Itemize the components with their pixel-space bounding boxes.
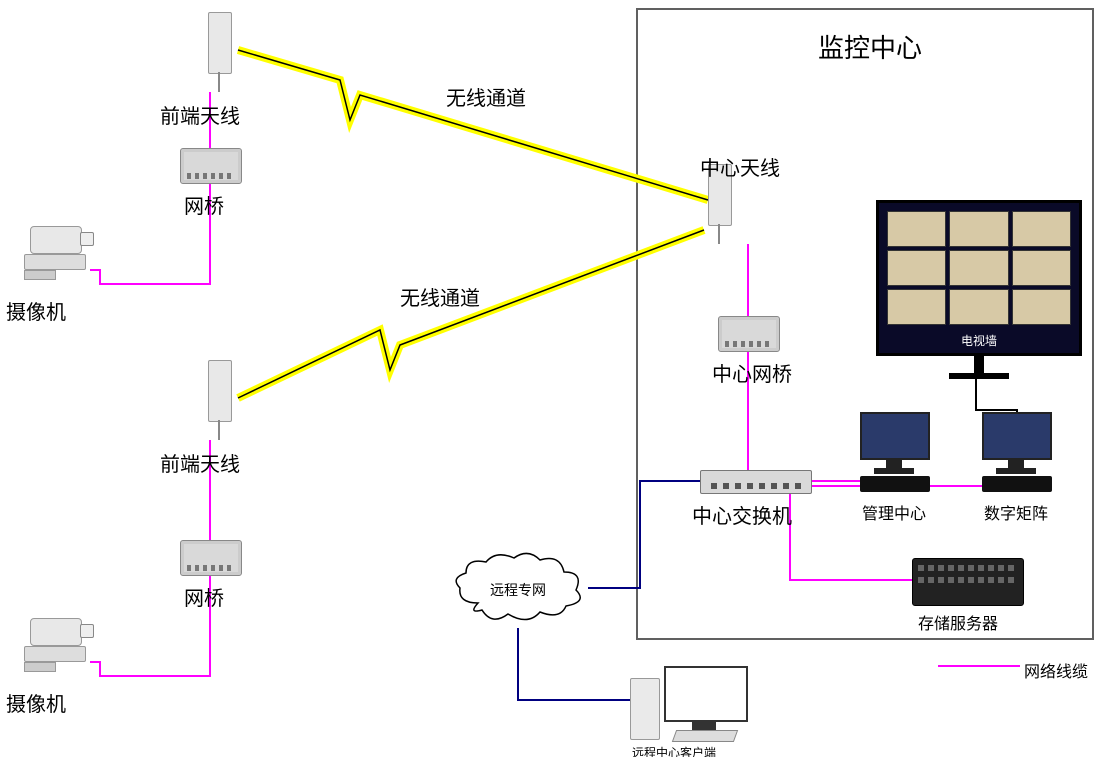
antenna-c-label: 中心天线: [700, 152, 780, 181]
remote-client-label: 远程中心客户端: [632, 744, 716, 757]
camera1-label: 摄像机: [6, 296, 66, 325]
bridge-icon: [180, 540, 242, 576]
switch-icon: [700, 470, 812, 494]
antenna-f2-label: 前端天线: [160, 448, 240, 477]
wireless-label-1: 无线通道: [446, 82, 526, 111]
bridge-f1-label: 网桥: [184, 190, 224, 219]
wireless-link-2: [238, 230, 704, 398]
storage-label: 存储服务器: [918, 610, 998, 634]
bridge-icon: [180, 148, 242, 184]
bridge-f2-label: 网桥: [184, 582, 224, 611]
videowall-caption: 电视墙: [879, 332, 1079, 349]
pc-box-icon: [982, 476, 1052, 492]
monitor-icon: [860, 412, 930, 472]
legend-label: 网络线缆: [1024, 658, 1088, 682]
pc-box-icon: [860, 476, 930, 492]
antenna-f1-label: 前端天线: [160, 100, 240, 129]
mgmt-center-label: 管理中心: [862, 500, 926, 524]
bridge-c-label: 中心网桥: [712, 358, 792, 387]
matrix-label: 数字矩阵: [984, 500, 1048, 524]
camera2-label: 摄像机: [6, 688, 66, 717]
control-center-title: 监控中心: [818, 28, 922, 65]
wireless-label-2: 无线通道: [400, 282, 480, 311]
cloud-icon: 远程专网: [448, 548, 588, 628]
monitor-icon: [982, 412, 1052, 472]
antenna-icon: [208, 360, 238, 440]
videowall-icon: 电视墙: [876, 200, 1082, 356]
switch-c-label: 中心交换机: [692, 500, 792, 529]
server-icon: [912, 558, 1024, 606]
camera-icon: [20, 220, 90, 280]
pc-icon: [630, 660, 750, 740]
bridge-icon: [718, 316, 780, 352]
edge-cloud-client: [518, 628, 630, 700]
cloud-label: 远程专网: [448, 580, 588, 600]
antenna-icon: [208, 12, 238, 92]
camera-icon: [20, 612, 90, 672]
